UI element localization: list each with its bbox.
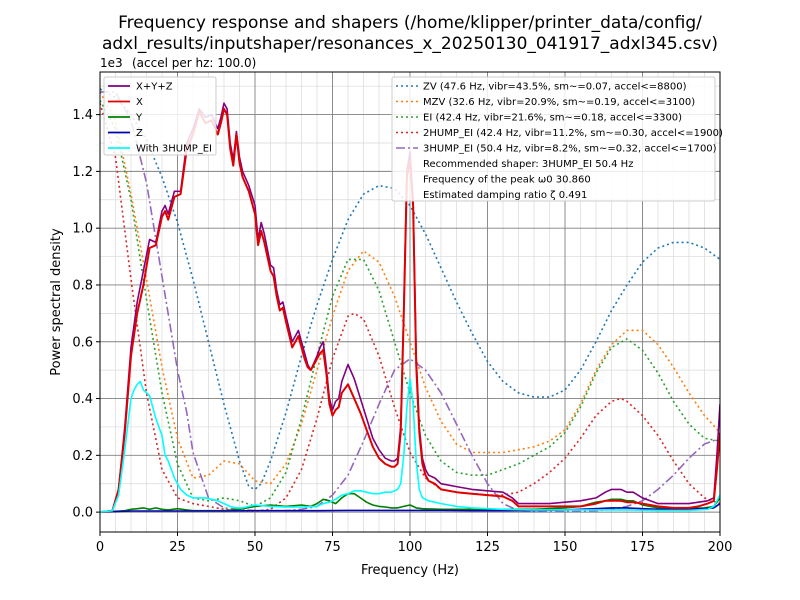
chart-title-line2: adxl_results/inputshaper/resonances_x_20… [102,34,718,54]
legend-label: ZV (47.6 Hz, vibr=43.5%, sm~=0.07, accel… [423,82,687,93]
legend-label: Y [135,113,143,124]
psd-line-with-3hump-ei [100,377,720,513]
legend-label: X [136,97,143,108]
shaper-line-zv [100,88,720,491]
y-tick-label: 0.2 [72,449,93,464]
chart-subtitle: (accel per hz: 100.0) [132,56,256,70]
y-tick-label: 0.6 [72,335,93,350]
x-tick-label: 150 [553,540,578,555]
legend-label: 2HUMP_EI (42.4 Hz, vibr=11.2%, sm~=0.30,… [423,128,723,139]
legend-note: Estimated damping ratio ζ 0.491 [423,190,587,201]
legend-note: Frequency of the peak ω0 30.860 [423,175,591,186]
y-tick-label: 0.4 [72,392,93,407]
x-tick-label: 50 [247,540,264,555]
legend-label: Z [136,128,143,139]
legend-left: X+Y+Z XYZ With 3HUMP_EI [103,76,217,156]
shaper-line-mzv [100,91,720,485]
y-tick-label: 1.4 [72,108,93,123]
y-axis-label: Power spectral density [49,228,64,376]
x-tick-label: 175 [630,540,655,555]
x-tick-label: 75 [324,540,341,555]
legend-note: Recommended shaper: 3HUMP_EI 50.4 Hz [423,159,633,170]
x-tick-label: 125 [475,540,500,555]
y-axis-ticks: 0.0 0.2 0.4 0.6 0.8 1.0 1.2 1.4 [72,108,100,521]
legend-label: With 3HUMP_EI [136,144,212,155]
legend-label: 3HUMP_EI (50.4 Hz, vibr=8.2%, sm~=0.32, … [423,144,717,155]
x-axis-label: Frequency (Hz) [361,563,459,578]
legend-label: X+Y+Z [136,82,173,93]
y-tick-label: 0.8 [72,278,93,293]
x-tick-label: 200 [708,540,733,555]
legend-label: EI (42.4 Hz, vibr=21.6%, sm~=0.18, accel… [423,113,682,124]
chart-title-line1: Frequency response and shapers (/home/kl… [118,13,702,33]
x-tick-label: 0 [96,540,104,555]
legend-right: ZV (47.6 Hz, vibr=43.5%, sm~=0.07, accel… [391,76,723,202]
y-tick-label: 0.0 [72,506,93,521]
psd-line-z [100,502,720,513]
x-axis-ticks: 0 25 50 75 100 125 150 175 200 [96,532,733,555]
y-offset-label: 1e3 [100,56,123,70]
legend-label: MZV (32.6 Hz, vibr=20.9%, sm~=0.19, acce… [423,97,695,108]
x-tick-label: 100 [398,540,423,555]
shaper-line-ei [100,100,720,508]
y-tick-label: 1.0 [72,222,93,237]
shaper-line-2hump-ei [100,102,720,513]
x-tick-label: 25 [169,540,186,555]
y-tick-label: 1.2 [72,165,93,180]
